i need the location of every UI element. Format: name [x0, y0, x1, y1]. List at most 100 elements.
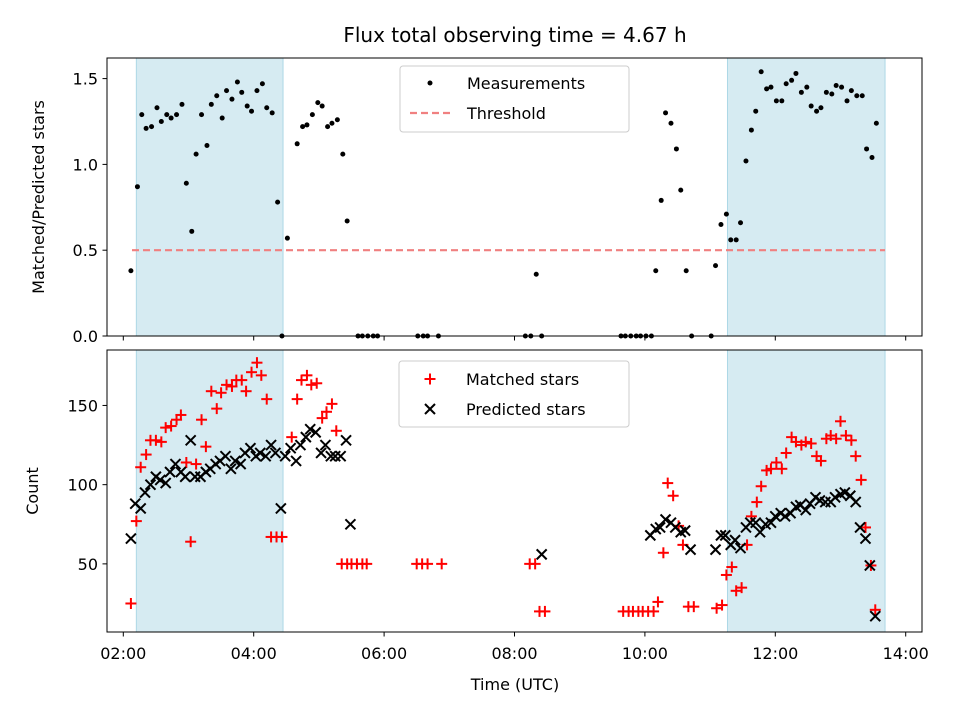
predicted-star-point — [184, 434, 197, 447]
measurement-point — [723, 211, 729, 217]
predicted-star-point-b — [164, 466, 176, 478]
predicted-star-point — [315, 447, 327, 459]
matched-star-point — [529, 558, 541, 570]
predicted-star-point — [304, 423, 316, 435]
measurement-point — [678, 187, 684, 193]
predicted-star-point-b — [265, 439, 277, 451]
predicted-star-point — [829, 491, 841, 504]
matched-star-point — [130, 515, 142, 527]
predicted-star-point — [715, 529, 727, 542]
matched-star-point — [165, 420, 177, 432]
predicted-star-point-b — [864, 559, 876, 572]
predicted-star-point-b — [859, 532, 872, 545]
measurement-point — [158, 118, 164, 124]
legend-predicted-label: Predicted stars — [466, 400, 586, 419]
matched-star-point — [850, 450, 862, 462]
predicted-star-point — [325, 450, 337, 462]
matched-star-point — [321, 406, 333, 418]
legend-predicted-cross — [424, 403, 436, 415]
measurement-point — [768, 84, 774, 90]
measurement-point — [164, 112, 170, 118]
predicted-star-point-b — [679, 524, 691, 537]
matched-star-point — [185, 536, 197, 548]
predicted-star-point-b — [734, 542, 747, 554]
matched-star-point — [726, 561, 738, 573]
matched-star-point — [226, 380, 238, 392]
predicted-star-point-b — [279, 450, 291, 462]
matched-star-point — [236, 374, 248, 386]
measurement-point — [864, 146, 870, 152]
predicted-star-point-b — [229, 455, 241, 467]
legend-measurements-marker — [427, 80, 433, 86]
matched-star-point — [200, 441, 212, 453]
measurement-point — [259, 81, 265, 87]
predicted-star-point-b — [134, 502, 147, 515]
observing-window-top-2 — [726, 57, 886, 337]
measurement-point — [859, 93, 865, 99]
count-panel-frame — [106, 349, 923, 633]
matched-star-point — [736, 582, 748, 594]
measurement-point — [269, 110, 275, 116]
measurement-point — [214, 93, 220, 99]
predicted-star-point — [300, 431, 312, 443]
predicted-star-point — [164, 466, 176, 478]
matched-star-point — [657, 547, 669, 559]
matched-star-point — [770, 456, 782, 468]
predicted-star-point-b — [344, 518, 357, 530]
measurement-point — [848, 88, 854, 94]
legend-measurements-label: Measurements — [467, 74, 585, 93]
measurement-point — [325, 124, 331, 130]
matched-star-point — [326, 398, 338, 410]
measurement-point — [833, 82, 839, 88]
predicted-star-point — [750, 516, 762, 529]
observing-window-top-1 — [135, 57, 284, 337]
predicted-star-point-b — [254, 447, 266, 459]
matched-star-point — [286, 431, 298, 443]
matched-star-point — [869, 604, 881, 616]
predicted-star-point — [659, 513, 672, 526]
measurement-point — [728, 237, 734, 243]
ratio-panel: 0.0 0.5 1.0 1.5 Matched/Predicted stars Mea… — [29, 57, 923, 346]
ratio-panel-frame — [106, 57, 923, 337]
predicted-star-point-b — [294, 439, 307, 451]
matched-star-point — [755, 480, 767, 492]
predicted-star-point-b — [750, 516, 762, 529]
matched-star-point — [316, 412, 328, 424]
matched-star-point — [688, 601, 700, 613]
measurement-point — [839, 84, 845, 90]
measurement-point — [208, 101, 214, 107]
predicted-star-point-b — [715, 529, 727, 542]
matched-star-point — [648, 605, 660, 617]
predicted-star-point — [779, 510, 791, 523]
matched-star-point — [667, 490, 679, 502]
predicted-star-point-b — [684, 543, 697, 556]
matched-star-point — [422, 558, 434, 570]
matched-star-point — [751, 496, 763, 508]
predicted-star-point — [159, 477, 172, 489]
measurement-point — [174, 112, 180, 118]
predicted-star-point — [284, 442, 297, 454]
x-axis-label: Time (UTC) — [470, 675, 559, 694]
measurement-point — [309, 112, 315, 118]
predicted-star-point — [225, 463, 237, 475]
ratio-y-tick-label: 0.5 — [73, 241, 98, 260]
predicted-star-point-b — [154, 474, 166, 486]
matched-star-point — [140, 449, 152, 461]
measurement-point — [219, 115, 225, 121]
predicted-star-point-b — [654, 521, 666, 534]
measurement-point — [738, 220, 744, 226]
matched-star-point — [276, 531, 288, 543]
matched-star-point — [196, 414, 208, 426]
predicted-star-point-b — [765, 516, 777, 529]
measurement-point — [189, 228, 195, 234]
measurement-point — [143, 125, 149, 131]
measurement-point — [733, 237, 739, 243]
predicted-star-point-b — [709, 543, 722, 556]
measurement-point — [204, 143, 210, 149]
measurement-point — [193, 151, 199, 157]
predicted-star-point — [169, 458, 182, 470]
matched-star-point — [776, 463, 788, 475]
matched-star-point — [855, 474, 867, 486]
matched-star-point — [720, 569, 732, 581]
predicted-star-point — [864, 559, 876, 572]
